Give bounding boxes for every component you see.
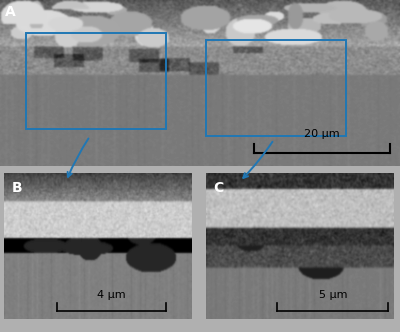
Text: C: C [214, 181, 224, 196]
Text: 5 μm: 5 μm [319, 290, 347, 300]
Bar [26, 33, 166, 129]
Text: A: A [5, 5, 16, 19]
Text: 20 μm: 20 μm [304, 129, 340, 139]
Text: B: B [12, 181, 22, 196]
Bar [206, 40, 346, 136]
Text: 4 μm: 4 μm [97, 290, 126, 300]
